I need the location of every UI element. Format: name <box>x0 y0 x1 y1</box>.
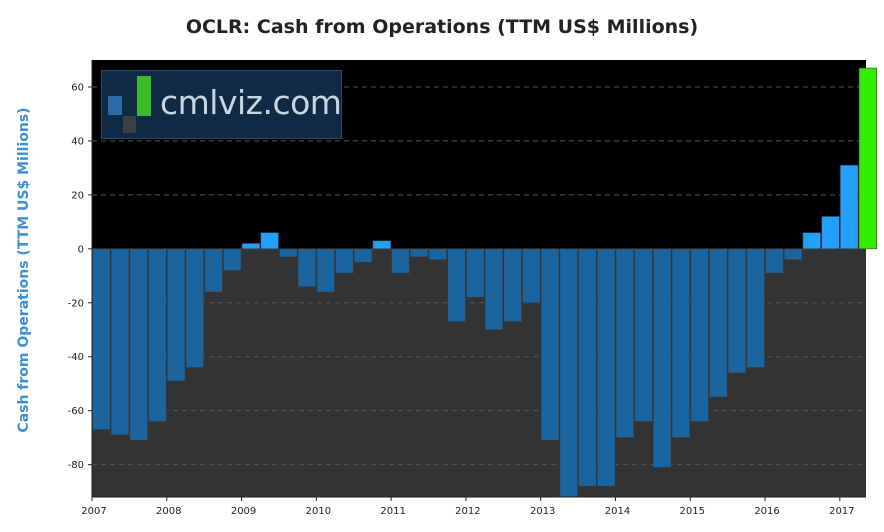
logo-square-blue <box>108 96 122 115</box>
bar <box>671 248 691 438</box>
bar <box>709 248 728 398</box>
x-tick-label: 2009 <box>231 506 256 517</box>
bar <box>466 248 485 298</box>
bar <box>484 248 504 331</box>
bar <box>653 248 672 468</box>
bar <box>372 240 391 250</box>
x-tick-label: 2015 <box>680 506 705 517</box>
y-tick-label: -60 <box>68 406 84 417</box>
x-tick-label: 2013 <box>530 506 555 517</box>
x-tick-label: 2010 <box>306 506 331 517</box>
bar <box>129 248 148 441</box>
y-tick-label: 40 <box>71 136 84 147</box>
bar <box>92 248 111 430</box>
watermark-text: cmlviz.com <box>160 83 342 122</box>
bar <box>727 248 747 374</box>
logo-square-grey <box>123 116 136 133</box>
x-tick-label: 2016 <box>754 506 779 517</box>
watermark-logo: cmlviz.com <box>101 70 342 139</box>
bar <box>223 248 242 271</box>
bar <box>840 164 859 250</box>
y-ticks: -80 -60 -40 -20 0 20 40 60 <box>68 82 92 471</box>
y-tick-label: 60 <box>71 82 84 93</box>
y-tick-label: -20 <box>68 298 84 309</box>
y-tick-label: 20 <box>71 190 84 201</box>
bar <box>522 248 541 304</box>
bar <box>260 232 279 250</box>
bar <box>204 248 223 293</box>
bar <box>148 248 167 422</box>
plot-background <box>92 60 866 497</box>
bar <box>166 248 186 382</box>
logo-square-green <box>137 76 151 116</box>
chart-title: OCLR: Cash from Operations (TTM US$ Mill… <box>185 16 699 38</box>
bar <box>783 248 803 260</box>
x-ticks: 2007 2008 2009 2010 2011 2012 2013 2014 2015 2016… <box>81 497 855 517</box>
bar <box>279 248 298 258</box>
bar <box>353 248 373 263</box>
bar <box>410 248 429 258</box>
bar <box>746 248 765 368</box>
bar <box>316 248 335 293</box>
x-tick-label: 2012 <box>455 506 480 517</box>
y-tick-label: -40 <box>68 352 84 363</box>
axes <box>91 60 866 498</box>
y-tick-label: -80 <box>68 460 84 471</box>
y-tick-label: 0 <box>78 244 84 255</box>
bar <box>559 248 578 498</box>
bar <box>110 248 130 436</box>
x-tick-label: 2017 <box>829 506 854 517</box>
bar <box>428 248 448 260</box>
bar <box>634 248 653 422</box>
bar <box>615 248 634 438</box>
bar <box>821 216 840 250</box>
bar <box>297 248 317 287</box>
x-tick-label: 2007 <box>81 506 106 517</box>
bar <box>802 232 821 250</box>
bars <box>92 67 878 498</box>
bar <box>185 248 204 368</box>
x-tick-label: 2014 <box>605 506 630 517</box>
bar <box>503 248 522 322</box>
bar <box>391 248 410 274</box>
bar <box>690 248 709 422</box>
bar <box>241 243 261 250</box>
bar <box>447 248 466 322</box>
bar <box>578 248 597 487</box>
bar <box>596 248 616 487</box>
x-tick-label: 2008 <box>156 506 181 517</box>
bar <box>858 67 878 250</box>
bar <box>335 248 354 274</box>
bar <box>765 248 784 274</box>
x-tick-label: 2011 <box>380 506 405 517</box>
bar <box>540 248 560 441</box>
